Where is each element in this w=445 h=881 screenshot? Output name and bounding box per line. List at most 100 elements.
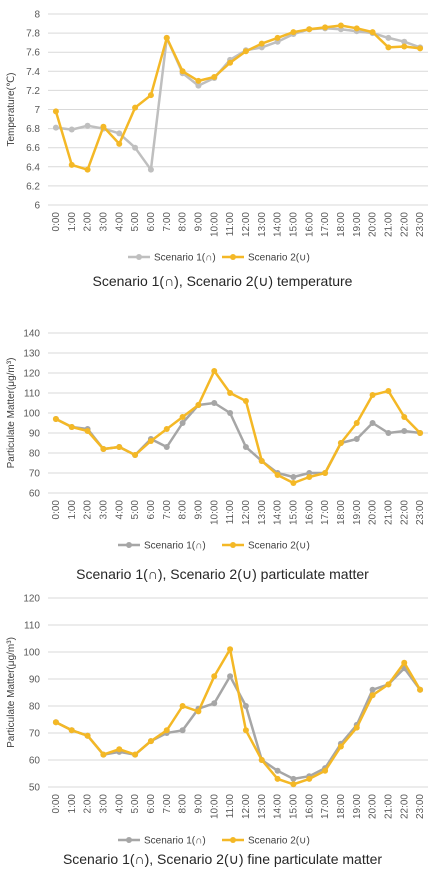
data-point	[179, 703, 186, 709]
data-point	[227, 673, 234, 680]
x-tick-label: 16:00	[304, 500, 315, 525]
y-tick-label: 7.2	[26, 86, 40, 97]
data-point	[417, 45, 424, 52]
data-point	[322, 24, 329, 31]
particulate-chart-panel: 60 70 80 90 100 110 120 130 140 Particulate Matte…	[0, 300, 445, 595]
x-tick-label: 8:00	[178, 794, 189, 814]
legend-swatch-marker	[126, 837, 132, 843]
y-tick-label: 130	[23, 349, 40, 360]
data-point	[385, 44, 392, 51]
data-point	[132, 104, 139, 111]
x-tick-label: 12:00	[241, 212, 252, 237]
data-point	[274, 775, 281, 782]
legend-label: Scenario 2(∪)	[248, 541, 310, 552]
legend-label: Scenario 1(∩)	[144, 836, 206, 847]
y-tick-label: 90	[29, 429, 41, 440]
data-point	[274, 472, 281, 478]
data-point	[147, 738, 154, 745]
x-tick-label: 20:00	[368, 212, 379, 237]
y-tick-label: 80	[29, 449, 41, 460]
x-tick-label: 21:00	[383, 212, 394, 237]
y-tick-label: 6.4	[26, 162, 40, 173]
x-tick-label: 12:00	[241, 794, 252, 819]
x-tick-label: 6:00	[146, 794, 157, 814]
x-tick-label: 8:00	[178, 212, 189, 232]
data-point	[242, 727, 249, 734]
data-point	[306, 474, 313, 480]
legend-swatch-marker	[230, 837, 236, 843]
x-tick-label: 22:00	[399, 212, 410, 237]
data-point	[195, 82, 202, 89]
temperature-chart: 6 6.2 6.4 6.6 6.8 7 7.2 7.4 7.6 7.8 8 Temperature(℃…	[6, 10, 428, 264]
y-tick-label: 6.2	[26, 181, 40, 192]
x-tick-label: 16:00	[304, 212, 315, 237]
data-point	[68, 126, 75, 133]
x-tick-label: 15:00	[288, 794, 299, 819]
data-point	[353, 420, 360, 426]
data-point	[274, 34, 281, 41]
data-point	[337, 440, 344, 446]
data-point	[258, 40, 265, 47]
y-tick-label: 120	[23, 369, 40, 380]
x-tick-label: 23:00	[415, 794, 426, 819]
x-tick-label: 1:00	[67, 500, 78, 520]
data-point	[242, 444, 249, 450]
data-point	[385, 34, 392, 41]
x-tick-label: 17:00	[320, 212, 331, 237]
x-tick-label: 15:00	[288, 500, 299, 525]
data-point	[211, 368, 218, 374]
x-tick-label: 12:00	[241, 500, 252, 525]
y-tick-label: 70	[29, 469, 41, 480]
data-point	[211, 74, 218, 81]
y-tick-label: 60	[29, 489, 41, 500]
legend-label: Scenario 2(∪)	[248, 253, 310, 264]
x-tick-label: 11:00	[225, 212, 236, 237]
y-tick-label: 60	[29, 756, 41, 767]
legend-swatch-marker	[230, 254, 236, 260]
y-tick-label: 7.6	[26, 48, 40, 59]
data-point	[195, 77, 202, 84]
y-tick-label: 6	[34, 201, 40, 212]
data-point	[385, 681, 392, 688]
x-tick-label: 20:00	[368, 500, 379, 525]
x-tick-label: 13:00	[257, 794, 268, 819]
data-point	[369, 392, 376, 398]
data-point	[211, 700, 218, 707]
fine-particulate-chart-panel: 50 60 70 80 90 100 110 120 Particulate Matter(μg…	[0, 594, 445, 881]
x-tick-label: 17:00	[320, 500, 331, 525]
data-point	[195, 708, 202, 715]
x-tick-label: 2:00	[83, 794, 94, 814]
data-point	[290, 474, 297, 480]
x-tick-label: 18:00	[336, 212, 347, 237]
series-line-1	[55, 27, 421, 171]
data-point	[147, 92, 154, 99]
x-tick-label: 2:00	[83, 500, 94, 520]
data-point	[84, 122, 91, 129]
data-point	[306, 775, 313, 782]
x-tick-label: 20:00	[368, 794, 379, 819]
data-point	[227, 410, 234, 416]
x-tick-label: 11:00	[225, 794, 236, 819]
y-tick-label: 140	[23, 329, 40, 340]
x-tick-label: 0:00	[51, 500, 62, 520]
x-tick-label: 2:00	[83, 212, 94, 232]
x-tick-label: 19:00	[352, 500, 363, 525]
temperature-chart-panel: 6 6.2 6.4 6.6 6.8 7 7.2 7.4 7.6 7.8 8 Temperature(℃…	[0, 0, 445, 300]
y-tick-label: 6.6	[26, 143, 40, 154]
x-tick-label: 21:00	[383, 500, 394, 525]
data-point	[227, 390, 234, 396]
data-point	[306, 26, 313, 33]
legend-label: Scenario 1(∩)	[154, 253, 216, 264]
x-tick-label: 5:00	[130, 500, 141, 520]
x-tick-label: 14:00	[273, 212, 284, 237]
y-tick-label: 7	[34, 105, 40, 116]
data-point	[337, 743, 344, 750]
data-point	[84, 166, 91, 173]
legend-swatch-marker	[136, 254, 142, 260]
data-point	[401, 414, 408, 420]
y-tick-label: 100	[23, 409, 40, 420]
data-point	[322, 767, 329, 774]
x-tick-label: 9:00	[193, 500, 204, 520]
x-tick-label: 10:00	[209, 500, 220, 525]
x-tick-label: 17:00	[320, 794, 331, 819]
